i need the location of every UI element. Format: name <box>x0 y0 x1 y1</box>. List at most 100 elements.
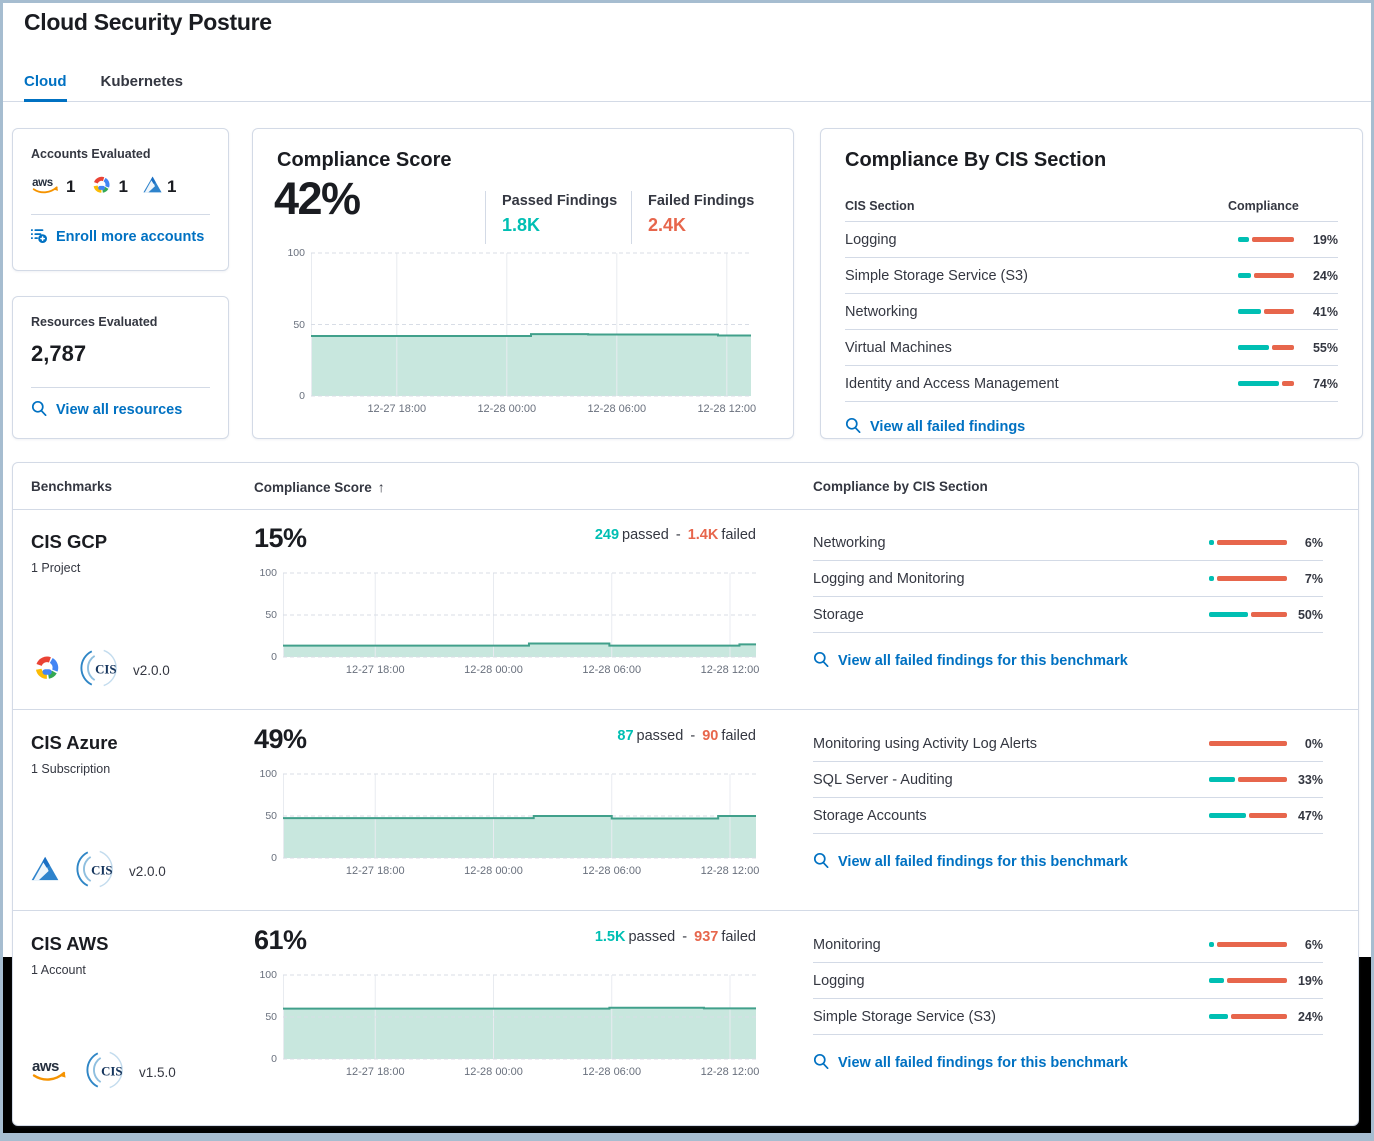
tab-bar-divider <box>3 101 1371 102</box>
cis-logo-icon <box>77 647 119 694</box>
cis-section-row: Networking 6% <box>813 525 1323 561</box>
table-header-divider <box>13 509 1358 510</box>
gcp-account-count: 1 <box>90 175 128 200</box>
azure-account-count: 1 <box>143 176 176 198</box>
cis-section-row: Simple Storage Service (S3) 24% <box>813 999 1323 1035</box>
view-failed-findings-benchmark-link[interactable]: View all failed findings for this benchm… <box>813 1047 1323 1079</box>
benchmarks-column-header: Benchmarks <box>31 479 113 494</box>
benchmark-trend-chart: 12-27 18:00 12-28 00:00 12-28 06:00 12-28 1… <box>259 768 760 877</box>
benchmark-row-cis-azure: CIS Azure 1 Subscription v2.0.0 49% 87 pa… <box>13 710 1358 911</box>
passed-failed-summary: 249 passed - 1.4K failed <box>594 527 756 543</box>
benchmark-cis-sections: Monitoring 6% Logging 19% Simple Storage… <box>813 927 1323 1079</box>
cis-section-row: Logging and Monitoring 7% <box>813 561 1323 597</box>
benchmark-row-cis-gcp: CIS GCP 1 Project v2.0.0 15% 249 passed -… <box>13 509 1358 710</box>
cis-section-row: Storage 50% <box>813 597 1323 633</box>
passed-failed-summary: 87 passed - 90 failed <box>617 728 756 744</box>
cis-logo-icon <box>73 848 115 895</box>
frame-bottom-border <box>3 1133 1371 1138</box>
view-all-resources-link[interactable]: View all resources <box>31 400 210 420</box>
benchmark-scope: 1 Project <box>31 561 81 575</box>
accounts-evaluated-card: Accounts Evaluated 1 1 1 Enroll more acc… <box>12 128 229 271</box>
compliance-bar <box>1238 345 1294 350</box>
compliance-trend-chart: 12-27 18:00 12-28 00:00 12-28 06:00 12-28 1… <box>287 247 757 415</box>
passed-findings-value: 1.8K <box>502 215 541 235</box>
benchmark-rows: CIS GCP 1 Project v2.0.0 15% 249 passed -… <box>13 509 1358 1111</box>
benchmark-score: 49% <box>254 724 307 754</box>
passed-findings-stat: Passed Findings 1.8K <box>485 191 631 244</box>
view-all-failed-findings-link[interactable]: View all failed findings <box>845 417 1338 437</box>
resources-evaluated-value: 2,787 <box>31 341 87 366</box>
sort-ascending-icon: ↑ <box>377 479 385 495</box>
aws-account-count: 1 <box>31 175 75 200</box>
cis-section-table: CIS Section Compliance Logging 19% Simpl… <box>845 191 1338 437</box>
view-failed-findings-benchmark-link[interactable]: View all failed findings for this benchm… <box>813 846 1323 878</box>
cis-section-column-header: Compliance by CIS Section <box>813 479 988 494</box>
findings-stats: Passed Findings 1.8K Failed Findings 2.4… <box>485 191 777 244</box>
compliance-score-title: Compliance Score <box>277 149 452 171</box>
benchmark-scope: 1 Subscription <box>31 762 111 776</box>
compliance-score-card: Compliance Score 42% Passed Findings 1.8… <box>252 128 794 439</box>
aws-icon <box>31 175 61 200</box>
cis-section-card-title: Compliance By CIS Section <box>845 149 1107 171</box>
provider-counts: 1 1 1 <box>31 173 210 201</box>
compliance-bar <box>1209 576 1287 581</box>
compliance-bar <box>1209 777 1287 782</box>
benchmark-version: v2.0.0 <box>129 863 166 879</box>
benchmark-logos: v2.0.0 <box>31 848 166 894</box>
cis-section-row: SQL Server - Auditing 33% <box>813 762 1323 798</box>
benchmarks-table: Benchmarks Compliance Score ↑ Compliance … <box>12 462 1359 1126</box>
view-failed-findings-benchmark-link[interactable]: View all failed findings for this benchm… <box>813 645 1323 677</box>
resources-evaluated-title: Resources Evaluated <box>31 315 158 329</box>
search-icon <box>813 651 829 671</box>
aws-icon <box>30 1056 69 1088</box>
gcp-icon <box>31 654 63 687</box>
cis-section-row: Identity and Access Management 74% <box>845 366 1338 402</box>
cis-section-row: Logging 19% <box>813 963 1323 999</box>
compliance-bar <box>1209 741 1287 746</box>
compliance-bar <box>1209 813 1287 818</box>
benchmark-cis-sections: Monitoring using Activity Log Alerts 0% … <box>813 726 1323 878</box>
page-title: Cloud Security Posture <box>24 9 272 35</box>
benchmark-score: 15% <box>254 523 307 553</box>
compliance-bar <box>1238 381 1294 386</box>
card-divider <box>31 387 210 388</box>
compliance-bar <box>1238 237 1294 242</box>
cis-logo-icon <box>83 1049 125 1096</box>
benchmark-logos: v1.5.0 <box>30 1049 176 1096</box>
resources-evaluated-card: Resources Evaluated 2,787 View all resou… <box>12 296 229 439</box>
failed-findings-stat: Failed Findings 2.4K <box>631 191 777 244</box>
enroll-more-accounts-link[interactable]: Enroll more accounts <box>31 227 210 247</box>
cis-section-row: Simple Storage Service (S3) 24% <box>845 258 1338 294</box>
cis-section-row: Virtual Machines 55% <box>845 330 1338 366</box>
compliance-bar <box>1209 612 1287 617</box>
cis-section-row: Storage Accounts 47% <box>813 798 1323 834</box>
benchmark-trend-chart: 12-27 18:00 12-28 00:00 12-28 06:00 12-28 1… <box>259 969 760 1078</box>
tab-kubernetes[interactable]: Kubernetes <box>100 73 184 90</box>
enroll-accounts-icon <box>31 227 47 247</box>
benchmark-scope: 1 Account <box>31 963 86 977</box>
cis-section-row: Logging 19% <box>845 222 1338 258</box>
compliance-score-value: 42% <box>274 173 361 224</box>
compliance-bar <box>1209 978 1287 983</box>
azure-icon <box>143 176 162 198</box>
benchmark-name: CIS AWS <box>31 933 109 954</box>
compliance-bar <box>1209 942 1287 947</box>
benchmark-name: CIS Azure <box>31 732 118 753</box>
tab-cloud[interactable]: Cloud <box>24 73 67 102</box>
card-divider <box>31 214 210 215</box>
search-icon <box>813 1053 829 1073</box>
cis-section-row: Networking 41% <box>845 294 1338 330</box>
benchmark-score: 61% <box>254 925 307 955</box>
compliance-score-column-header[interactable]: Compliance Score ↑ <box>254 479 385 495</box>
compliance-bar <box>1209 1014 1287 1019</box>
tab-bar: Cloud Kubernetes <box>24 73 183 102</box>
benchmark-logos: v2.0.0 <box>31 647 170 693</box>
cis-table-header: CIS Section Compliance <box>845 191 1338 222</box>
gcp-icon <box>90 175 113 200</box>
compliance-bar <box>1238 309 1294 314</box>
passed-failed-summary: 1.5K passed - 937 failed <box>594 929 756 945</box>
search-icon <box>813 852 829 872</box>
compliance-bar <box>1209 540 1287 545</box>
accounts-evaluated-title: Accounts Evaluated <box>31 147 151 161</box>
benchmark-name: CIS GCP <box>31 531 108 552</box>
